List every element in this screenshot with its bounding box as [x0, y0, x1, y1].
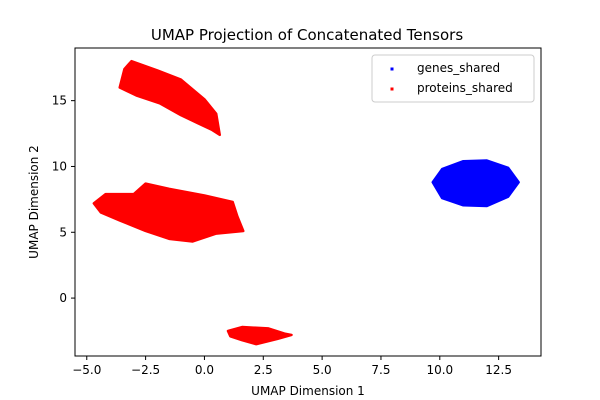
y-tick-label: 0	[59, 291, 67, 305]
x-tick-label: 12.5	[485, 363, 512, 377]
y-axis: 0 5 10 15	[52, 94, 75, 305]
x-tick-label: −5.0	[72, 363, 101, 377]
legend-box	[371, 54, 535, 103]
x-axis-label: UMAP Dimension 1	[251, 384, 365, 398]
x-tick-label: 7.5	[371, 363, 390, 377]
y-tick-label: 10	[52, 159, 67, 173]
proteins-shared-cluster-1	[118, 59, 221, 137]
proteins-shared-cluster-2	[92, 182, 245, 243]
y-tick-label: 15	[52, 94, 67, 108]
y-tick-label: 5	[59, 225, 67, 239]
x-tick-label: 2.5	[254, 363, 273, 377]
legend-label-genes-shared: genes_shared	[417, 61, 500, 75]
legend-marker-proteins-shared	[390, 87, 394, 91]
x-tick-label: 10.0	[426, 363, 453, 377]
genes-shared-cluster-1	[431, 159, 520, 208]
y-axis-label: UMAP Dimension 2	[27, 145, 41, 259]
points-layer	[92, 59, 520, 346]
plot-area-frame	[74, 47, 542, 357]
chart-title: UMAP Projection of Concatenated Tensors	[151, 26, 463, 44]
x-tick-label: 0.0	[195, 363, 214, 377]
x-tick-label: −2.5	[131, 363, 160, 377]
legend-label-proteins-shared: proteins_shared	[417, 81, 513, 95]
legend: genes_shared proteins_shared	[371, 54, 535, 103]
legend-marker-genes-shared	[390, 67, 394, 71]
x-axis: −5.0 −2.5 0.0 2.5 5.0 7.5 10.0 12.5	[72, 356, 512, 377]
x-tick-label: 5.0	[313, 363, 332, 377]
proteins-shared-cluster-3	[226, 325, 293, 346]
